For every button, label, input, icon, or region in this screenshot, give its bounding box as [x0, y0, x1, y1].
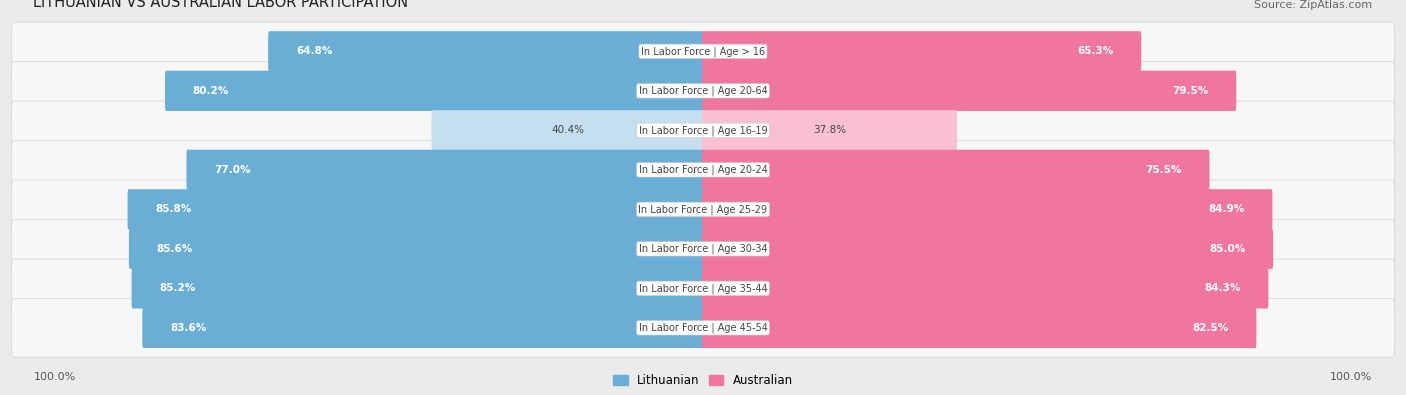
Text: 100.0%: 100.0% [34, 372, 76, 382]
FancyBboxPatch shape [132, 268, 704, 308]
Text: 64.8%: 64.8% [295, 46, 332, 56]
FancyBboxPatch shape [702, 308, 1257, 348]
Text: LITHUANIAN VS AUSTRALIAN LABOR PARTICIPATION: LITHUANIAN VS AUSTRALIAN LABOR PARTICIPA… [34, 0, 409, 10]
Text: 85.6%: 85.6% [156, 244, 193, 254]
FancyBboxPatch shape [702, 229, 1272, 269]
FancyBboxPatch shape [432, 110, 704, 150]
Text: 85.2%: 85.2% [159, 283, 195, 293]
FancyBboxPatch shape [11, 141, 1395, 199]
Text: In Labor Force | Age 45-54: In Labor Force | Age 45-54 [638, 323, 768, 333]
Text: 65.3%: 65.3% [1077, 46, 1114, 56]
Text: 77.0%: 77.0% [214, 165, 250, 175]
FancyBboxPatch shape [11, 220, 1395, 278]
Text: 37.8%: 37.8% [813, 125, 846, 135]
FancyBboxPatch shape [702, 71, 1236, 111]
FancyBboxPatch shape [702, 31, 1142, 71]
Text: 79.5%: 79.5% [1173, 86, 1209, 96]
FancyBboxPatch shape [128, 189, 704, 229]
FancyBboxPatch shape [702, 150, 1209, 190]
FancyBboxPatch shape [142, 308, 704, 348]
Text: In Labor Force | Age 25-29: In Labor Force | Age 25-29 [638, 204, 768, 214]
FancyBboxPatch shape [11, 101, 1395, 160]
Text: 40.4%: 40.4% [551, 125, 585, 135]
Text: In Labor Force | Age > 16: In Labor Force | Age > 16 [641, 46, 765, 56]
Text: In Labor Force | Age 30-34: In Labor Force | Age 30-34 [638, 244, 768, 254]
Text: 100.0%: 100.0% [1330, 372, 1372, 382]
FancyBboxPatch shape [129, 229, 704, 269]
Text: 84.9%: 84.9% [1208, 204, 1244, 214]
Text: In Labor Force | Age 20-64: In Labor Force | Age 20-64 [638, 86, 768, 96]
Text: 84.3%: 84.3% [1205, 283, 1240, 293]
Text: In Labor Force | Age 20-24: In Labor Force | Age 20-24 [638, 165, 768, 175]
FancyBboxPatch shape [702, 189, 1272, 229]
FancyBboxPatch shape [11, 299, 1395, 357]
FancyBboxPatch shape [11, 62, 1395, 120]
FancyBboxPatch shape [11, 180, 1395, 239]
Text: Source: ZipAtlas.com: Source: ZipAtlas.com [1254, 0, 1372, 10]
Text: 80.2%: 80.2% [193, 86, 229, 96]
Text: 85.8%: 85.8% [155, 204, 191, 214]
FancyBboxPatch shape [187, 150, 704, 190]
Text: 82.5%: 82.5% [1192, 323, 1229, 333]
Text: 75.5%: 75.5% [1146, 165, 1181, 175]
Text: In Labor Force | Age 16-19: In Labor Force | Age 16-19 [638, 125, 768, 135]
Text: In Labor Force | Age 35-44: In Labor Force | Age 35-44 [638, 283, 768, 293]
FancyBboxPatch shape [11, 259, 1395, 318]
Legend: Lithuanian, Australian: Lithuanian, Australian [612, 371, 794, 389]
FancyBboxPatch shape [702, 110, 957, 150]
Text: 85.0%: 85.0% [1209, 244, 1246, 254]
FancyBboxPatch shape [11, 22, 1395, 81]
Text: 83.6%: 83.6% [170, 323, 207, 333]
FancyBboxPatch shape [165, 71, 704, 111]
FancyBboxPatch shape [269, 31, 704, 71]
FancyBboxPatch shape [702, 268, 1268, 308]
